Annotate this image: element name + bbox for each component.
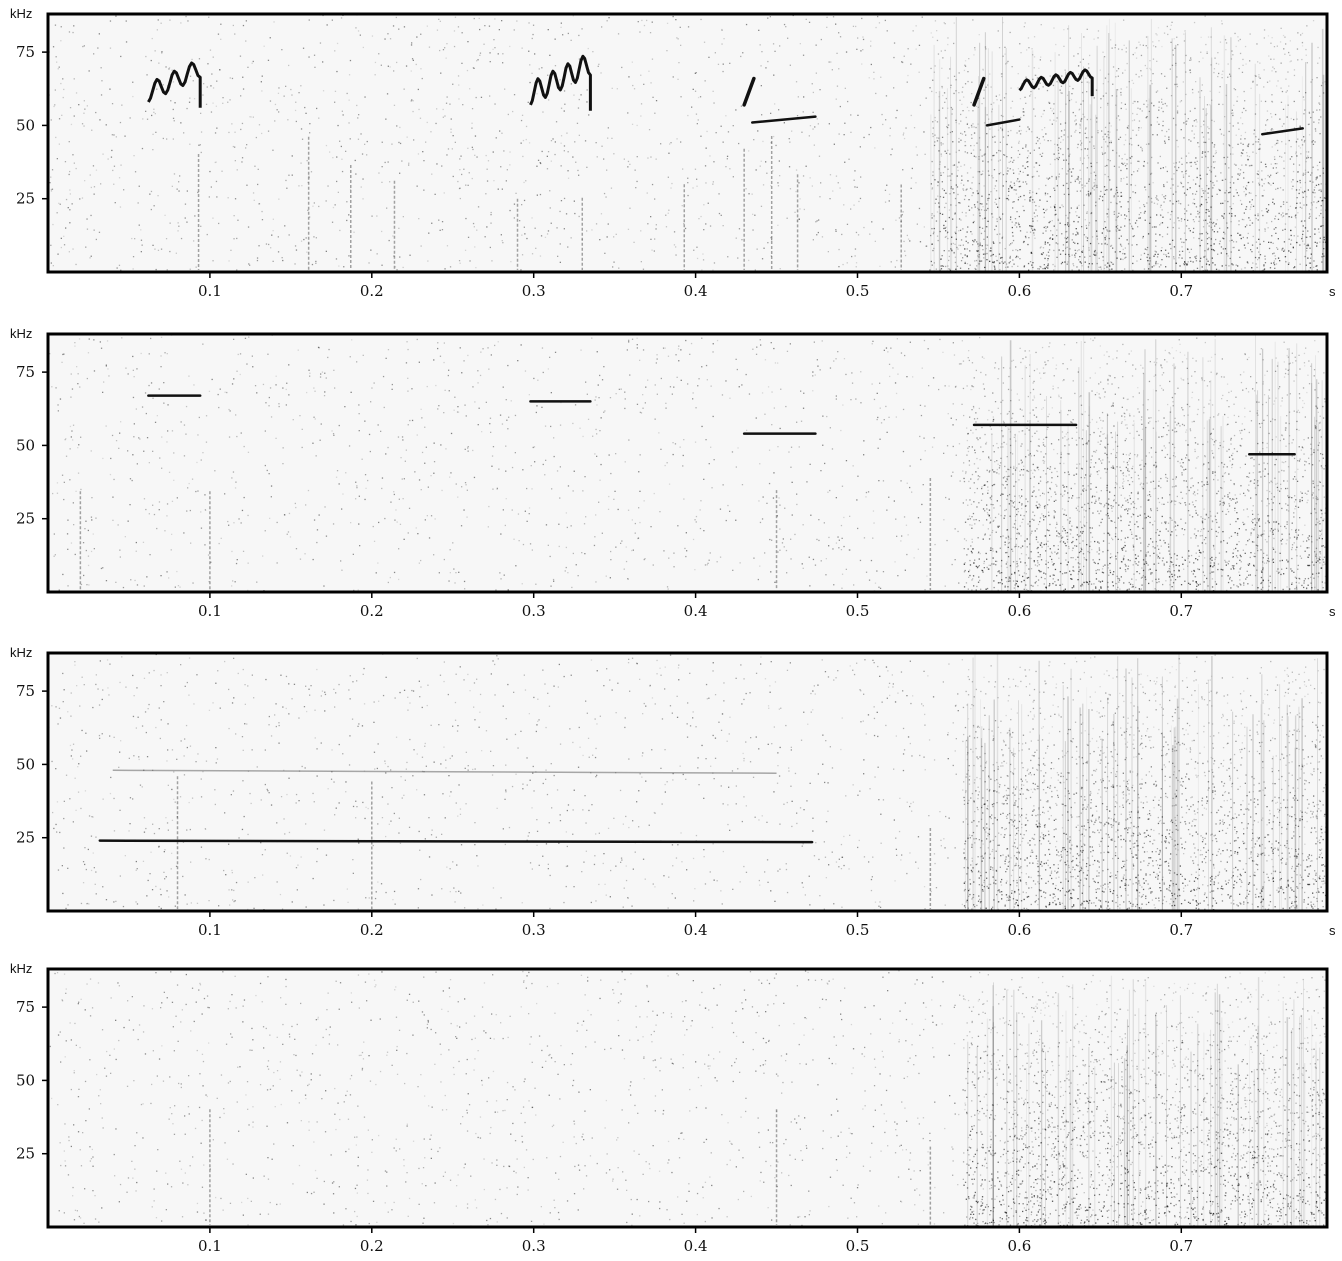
plot-area <box>48 653 1327 911</box>
y-tick-label-50: 50 <box>16 116 35 134</box>
y-axis-unit-label: kHz <box>10 961 32 976</box>
spectrogram-panel-2: kHz 75 50 25 0.1 0.2 0.3 0.4 0.5 0.6 0.7 s <box>10 326 1336 620</box>
call-cf-line-6 <box>985 118 1021 127</box>
x-tick-label-0.2: 0.2 <box>360 282 384 300</box>
x-tick-label-0.6: 0.6 <box>1007 921 1031 939</box>
spectrogram-panel-3: kHz 75 50 25 0.1 0.2 0.3 0.4 0.5 0.6 0.7 s <box>10 645 1336 939</box>
plot-frame <box>46 967 1329 1229</box>
x-tick-label-0.5: 0.5 <box>846 1237 870 1255</box>
x-tick-label-0.5: 0.5 <box>846 602 870 620</box>
call-zigzag-1 <box>147 61 202 108</box>
x-tick-label-0.6: 0.6 <box>1007 602 1031 620</box>
call-cf-line-8 <box>1260 127 1304 136</box>
noise-speckle <box>48 334 1327 592</box>
y-tick-label-75: 75 <box>16 682 35 700</box>
call-zigzag-2 <box>529 54 592 111</box>
y-tick-label-25: 25 <box>16 510 35 528</box>
x-tick-label-0.6: 0.6 <box>1007 1237 1031 1255</box>
x-tick-label-0.2: 0.2 <box>360 602 384 620</box>
x-tick-label-0.2: 0.2 <box>360 921 384 939</box>
call-cf-line-1 <box>98 839 814 844</box>
call-fm-line-5 <box>972 76 986 107</box>
y-axis-unit-label: kHz <box>10 6 32 21</box>
plot-area <box>48 14 1327 272</box>
plot-background <box>48 969 1327 1227</box>
y-tick-label-25: 25 <box>16 190 35 208</box>
y-tick-label-75: 75 <box>16 363 35 381</box>
x-tick-label-0.3: 0.3 <box>522 282 546 300</box>
y-tick-label-75: 75 <box>16 43 35 61</box>
plot-frame <box>46 651 1329 913</box>
y-tick-label-25: 25 <box>16 829 35 847</box>
x-tick-label-0.5: 0.5 <box>846 282 870 300</box>
y-tick-label-50: 50 <box>16 755 35 773</box>
x-tick-label-0.3: 0.3 <box>522 1237 546 1255</box>
plot-background <box>48 653 1327 911</box>
plot-frame <box>46 12 1329 274</box>
y-axis-unit-label: kHz <box>10 326 32 341</box>
x-tick-label-0.1: 0.1 <box>198 602 222 620</box>
y-axis-unit-label: kHz <box>10 645 32 660</box>
x-tick-label-0.1: 0.1 <box>198 282 222 300</box>
y-tick-label-50: 50 <box>16 1071 35 1089</box>
y-tick-label-75: 75 <box>16 998 35 1016</box>
call-fm-line-3 <box>742 76 756 107</box>
x-tick-label-0.7: 0.7 <box>1169 602 1193 620</box>
x-tick-label-0.1: 0.1 <box>198 1237 222 1255</box>
x-tick-label-0.4: 0.4 <box>684 921 708 939</box>
x-tick-label-0.6: 0.6 <box>1007 282 1031 300</box>
noise-speckle <box>48 969 1327 1227</box>
x-tick-label-0.7: 0.7 <box>1169 1237 1193 1255</box>
plot-frame <box>46 332 1329 594</box>
x-axis-unit-label: s <box>1329 604 1336 619</box>
x-tick-label-0.4: 0.4 <box>684 1237 708 1255</box>
x-tick-label-0.2: 0.2 <box>360 1237 384 1255</box>
plot-area <box>48 969 1327 1227</box>
x-axis-unit-label: s <box>1329 923 1336 938</box>
call-zigzag-7 <box>1018 68 1094 97</box>
x-tick-label-0.7: 0.7 <box>1169 921 1193 939</box>
call-faint-line-2 <box>112 769 777 774</box>
x-tick-label-0.1: 0.1 <box>198 921 222 939</box>
y-tick-label-25: 25 <box>16 1145 35 1163</box>
noise-speckle <box>48 14 1327 272</box>
spectrogram-panel-1: kHz 75 50 25 0.1 0.2 0.3 0.4 0.5 0.6 0.7 s <box>10 6 1336 300</box>
x-tick-label-0.5: 0.5 <box>846 921 870 939</box>
plot-area <box>48 334 1327 592</box>
call-cf-line-4 <box>751 115 817 124</box>
y-tick-label-50: 50 <box>16 436 35 454</box>
x-tick-label-0.4: 0.4 <box>684 282 708 300</box>
x-tick-label-0.3: 0.3 <box>522 602 546 620</box>
x-tick-label-0.3: 0.3 <box>522 921 546 939</box>
noise-speckle <box>48 653 1327 911</box>
x-tick-label-0.4: 0.4 <box>684 602 708 620</box>
x-axis-unit-label: s <box>1329 284 1336 299</box>
x-tick-label-0.7: 0.7 <box>1169 282 1193 300</box>
spectrogram-panel-4: kHz 75 50 25 0.1 0.2 0.3 0.4 0.5 0.6 0.7 <box>10 961 1329 1255</box>
plot-background <box>48 14 1327 272</box>
plot-background <box>48 334 1327 592</box>
